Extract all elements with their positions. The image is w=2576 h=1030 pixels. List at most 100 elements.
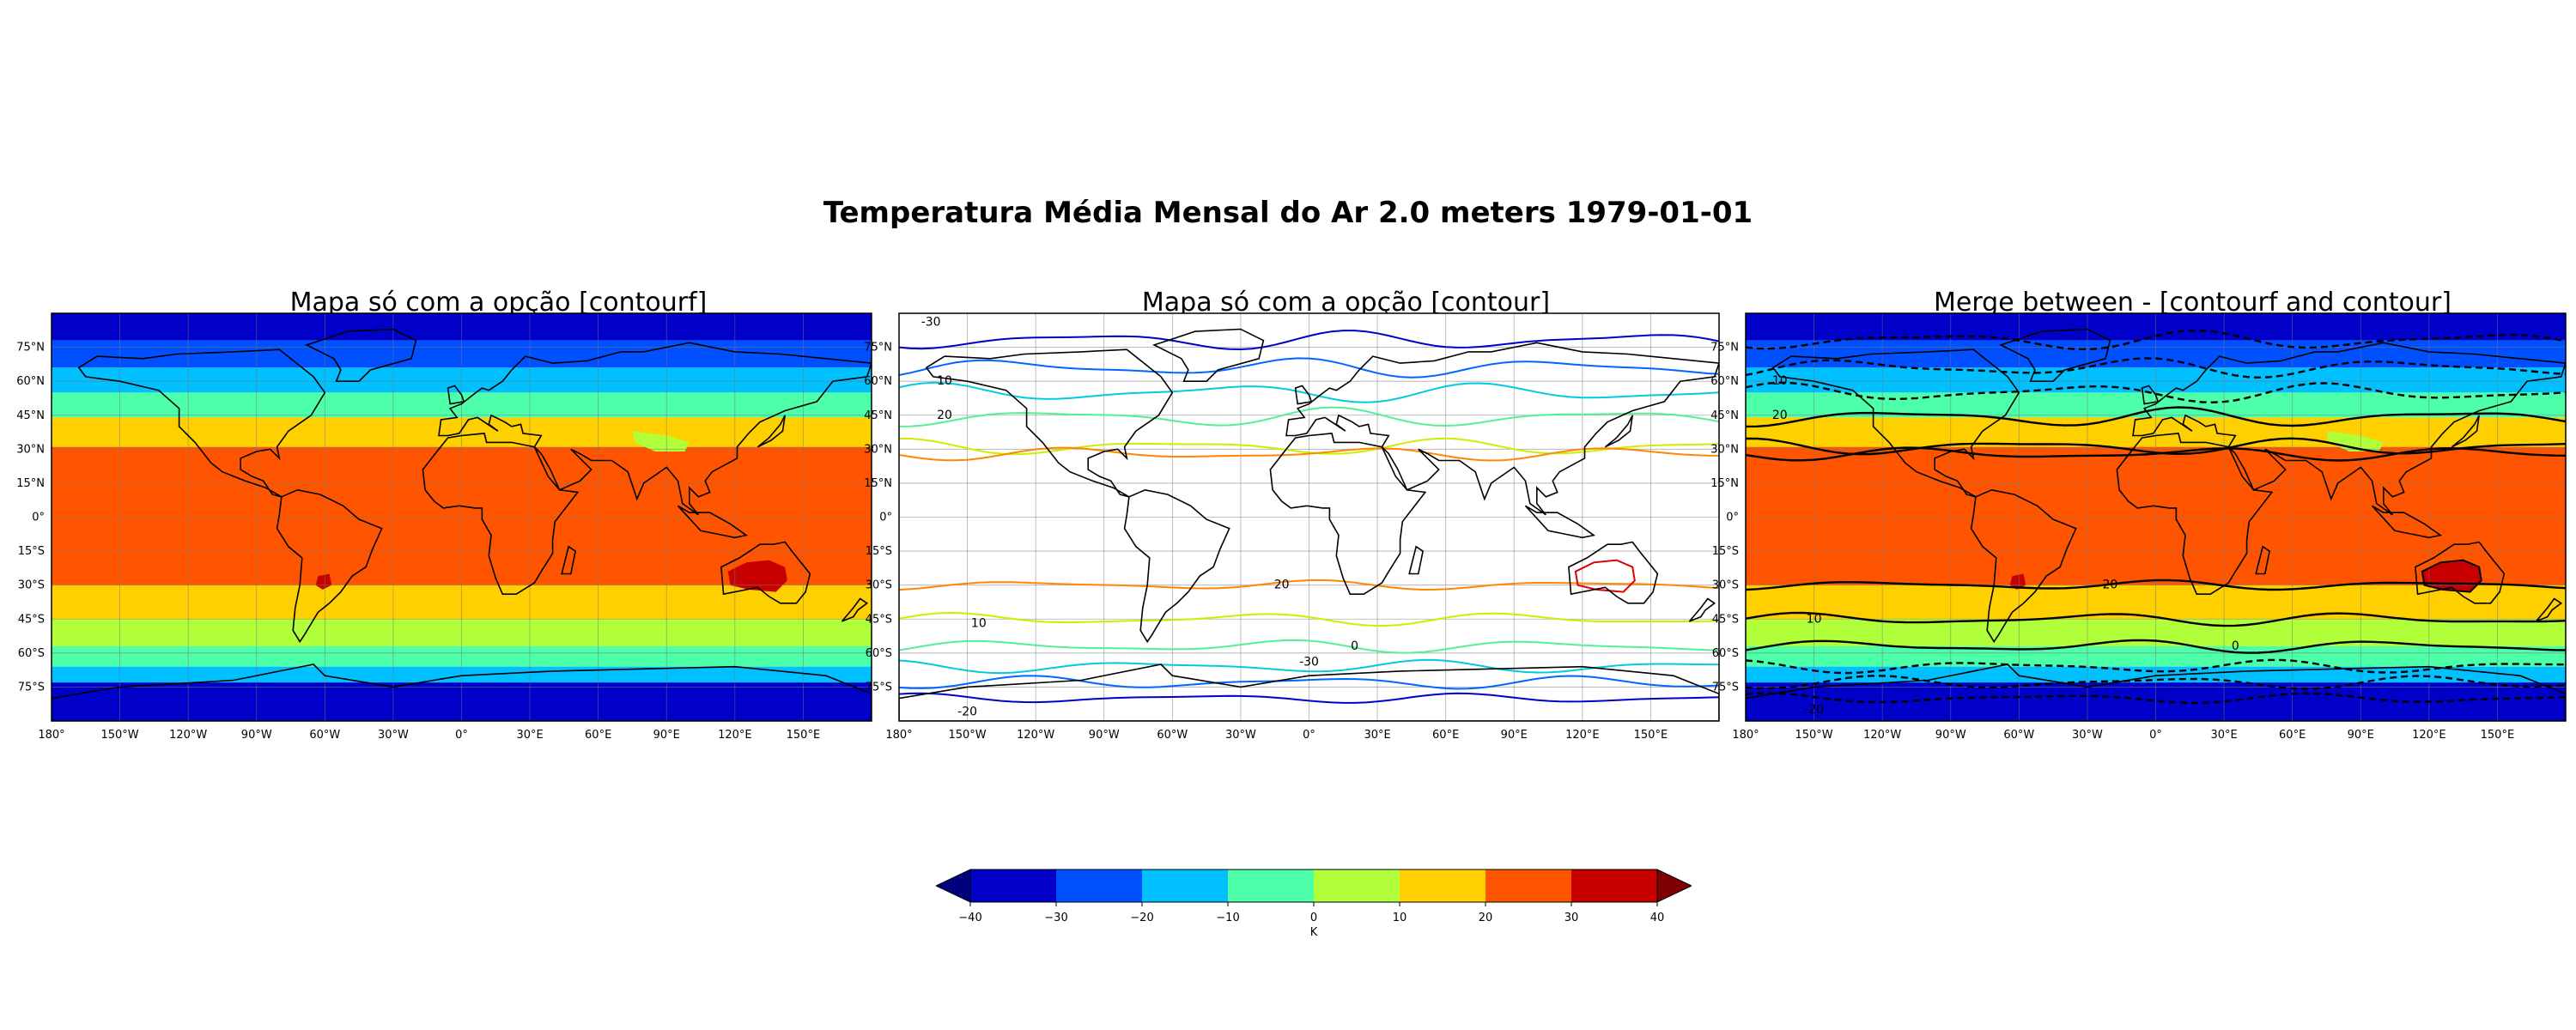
lon-tick-label: 90°W [1089, 729, 1120, 742]
lat-tick-label: 30°S [1712, 579, 1739, 592]
lat-tick-label: 60°S [18, 647, 45, 660]
lat-tick-label: 75°N [1710, 342, 1739, 354]
coastline-japan [2451, 415, 2480, 448]
coastline-indonesia [2371, 505, 2443, 539]
contour-line [1746, 406, 2566, 428]
contour-line [899, 579, 1719, 591]
lon-tick-label: 30°W [1225, 729, 1256, 742]
lat-tick-label: 45°N [1710, 409, 1739, 422]
map-panel-merge: Merge between - [contourf and contour] 7… [1710, 288, 2576, 768]
coastline-japan [756, 415, 786, 448]
coastline-africa [1269, 433, 1427, 595]
contour-line [899, 406, 1719, 427]
lon-tick-label: 90°E [1501, 729, 1528, 742]
contour-line [899, 611, 1719, 627]
lon-tick-label: 90°E [2348, 729, 2374, 742]
coastline-eurasia [1285, 342, 1719, 516]
panel-title: Mapa só com a opção [contourf] [289, 288, 708, 318]
coastline-eurasia [438, 342, 872, 516]
lat-tick-label: 0° [879, 512, 892, 524]
colorbar-segment [1142, 869, 1228, 902]
contour-line [1746, 357, 2566, 379]
contour-line [899, 437, 1719, 456]
colorbar-tick-label: −20 [1130, 912, 1153, 924]
contour-label: 10 [937, 374, 952, 388]
coastline-north-america [77, 348, 326, 498]
map-frame [898, 312, 1720, 722]
coastline-new-zealand [1688, 597, 1716, 622]
lon-tick-label: 0° [2149, 729, 2162, 742]
lon-tick-label: 30°W [2072, 729, 2103, 742]
map-panel-contour: Mapa só com a opção [contour] 75°N 60°N 45… [864, 288, 1795, 768]
lon-tick-label: 90°E [653, 729, 680, 742]
colorbar-tick-label: −30 [1044, 912, 1067, 924]
contour-label: 20 [1772, 409, 1788, 422]
contour-label: -30 [1299, 655, 1319, 669]
lon-tick-label: 120°W [1863, 729, 1901, 742]
lat-tick-label: 60°N [1710, 375, 1739, 388]
lat-tick-label: 75°N [16, 342, 45, 354]
lon-tick-label: 30°W [378, 729, 409, 742]
contour-line [1746, 658, 2566, 675]
lon-tick-label: 150°W [948, 729, 986, 742]
coastline-japan [1604, 415, 1633, 448]
coastline-indonesia [1524, 505, 1596, 539]
lat-tick-label: 45°N [864, 409, 892, 422]
coastline-south-america [1123, 488, 1230, 644]
contour-label: 0 [2232, 639, 2239, 653]
contour-labels: -30 10 20 20 10 0 -30 -20 [921, 316, 1358, 719]
cold-region-tibet [632, 431, 690, 451]
lat-tick-label: 0° [1726, 512, 1739, 524]
lon-tick-label: 150°E [787, 729, 821, 742]
lat-tick-label: 45°N [16, 409, 45, 422]
lat-tick-label: 60°N [864, 375, 892, 388]
lon-tick-label: 60°W [1157, 729, 1188, 742]
coastline-antarctica [899, 663, 1719, 721]
coastline-australia [2415, 541, 2506, 604]
contour-label: 10 [971, 617, 987, 631]
lat-tick-label: 60°S [866, 647, 892, 660]
lon-tick-label: 60°E [585, 729, 611, 742]
colorbar-segment [1314, 869, 1400, 902]
lat-tick-label: 30°N [1710, 443, 1739, 456]
coastlines [899, 328, 1719, 721]
axis-ticks: 75°N 60°N 45°N 30°N 15°N 0° 15°S 30°S 45°S 60°S 75… [1710, 342, 2514, 742]
coastline-australia [1568, 541, 1659, 604]
lat-tick-label: 45°S [866, 613, 892, 626]
map-frame [51, 312, 872, 722]
lon-tick-label: 0° [455, 729, 468, 742]
contour-label: -20 [957, 705, 977, 718]
colorbar-tick-label: −10 [1216, 912, 1239, 924]
coastlines [52, 328, 872, 721]
contour-line [1746, 639, 2566, 654]
coastline-eurasia [2132, 342, 2566, 516]
colorbar-segment [1485, 869, 1571, 902]
coastline-new-zealand [841, 597, 869, 622]
contour-line [899, 330, 1719, 351]
colorbar-graphic: K −40 −30 −20 −10 0 10 20 30 40 [934, 869, 1693, 939]
colorbar-tick-label: 0 [1310, 912, 1317, 924]
world-map-merge: 75°N 60°N 45°N 30°N 15°N 0° 15°S 30°S 45°S 60°S 75… [1710, 312, 2567, 742]
contour-line [1746, 329, 2566, 351]
lon-tick-label: 180° [38, 729, 64, 742]
colorbar-segments [934, 869, 1693, 903]
lat-tick-label: 30°N [864, 443, 892, 456]
world-map-contourf: 75°N 60°N 45°N 30°N 15°N 0° 15°S 30°S 45°S 60°S 75… [16, 312, 872, 742]
lon-tick-label: 120°E [2412, 729, 2446, 742]
lat-tick-label: 30°S [866, 579, 892, 592]
contour-line [899, 639, 1719, 654]
colorbar-segment [1571, 869, 1657, 902]
contour-line [1746, 446, 2566, 462]
lat-tick-label: 0° [32, 512, 45, 524]
coastline-madagascar [1408, 545, 1424, 575]
colorbar-unit-label: K [1310, 926, 1318, 939]
contour-label: -20 [1804, 703, 1824, 717]
lat-tick-label: 15°N [864, 477, 892, 490]
lon-tick-label: 60°E [1432, 729, 1459, 742]
lon-tick-label: 60°W [2003, 729, 2034, 742]
colorbar-segment [1228, 869, 1314, 902]
coastline-uk [447, 385, 465, 405]
contour-line [1746, 692, 2566, 705]
colorbar: K −40 −30 −20 −10 0 10 20 30 40 [934, 863, 1693, 957]
axis-ticks: 75°N 60°N 45°N 30°N 15°N 0° 15°S 30°S 45°S 60°S 75… [864, 342, 1668, 742]
